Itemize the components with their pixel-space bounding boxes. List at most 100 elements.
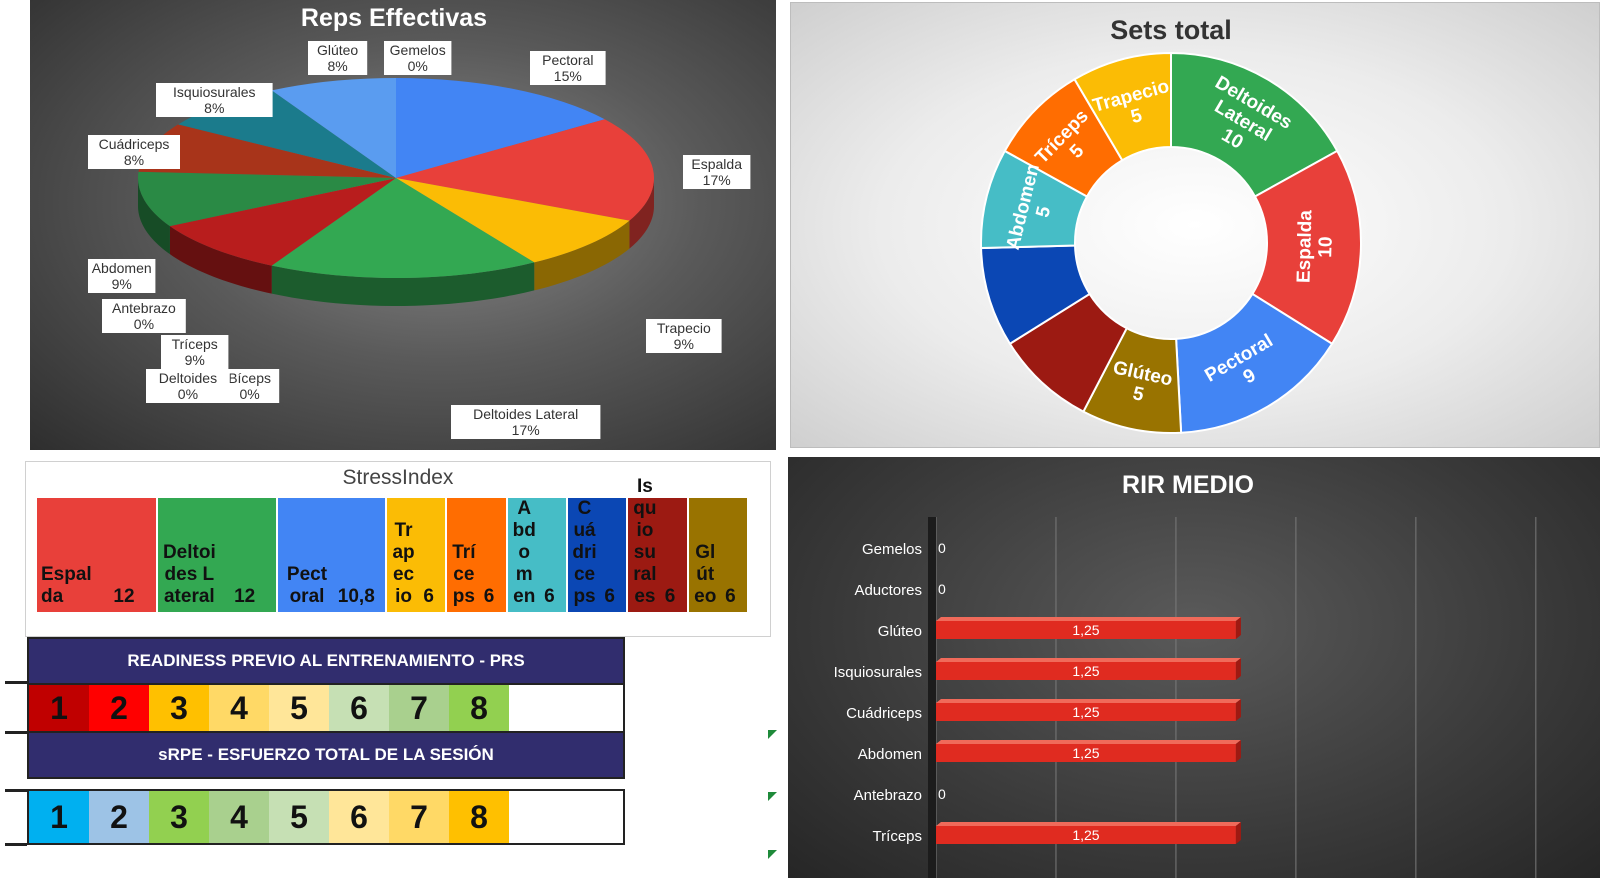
scale-cell[interactable]: 5 [269, 685, 329, 731]
treemap-cell-value: 6 [483, 586, 495, 607]
treemap-cell-label: Cuádriceps [572, 498, 597, 607]
scale-empty-cell [509, 791, 623, 843]
scale-cell[interactable]: 1 [29, 685, 89, 731]
scale-cell[interactable]: 7 [389, 685, 449, 731]
treemap-cell-value: 6 [544, 586, 555, 607]
treemap-cell[interactable]: Abdomen 6 [506, 497, 567, 613]
pie-slice[interactable] [138, 171, 396, 227]
category-label: Antebrazo [854, 787, 922, 804]
svg-text:0%: 0% [408, 58, 428, 74]
scale-cell[interactable]: 4 [209, 685, 269, 731]
bar[interactable] [936, 617, 1241, 639]
svg-text:8%: 8% [204, 100, 224, 116]
svg-text:Antebrazo: Antebrazo [112, 300, 176, 316]
svg-text:17%: 17% [703, 172, 731, 188]
stressindex-chart[interactable]: StressIndex Espalda 12 Deltoides Lateral 12… [25, 461, 771, 637]
scale-cell[interactable]: 5 [269, 791, 329, 843]
bar[interactable] [936, 740, 1241, 762]
donut-slice[interactable] [1170, 51, 1339, 198]
pie-slice[interactable] [396, 178, 630, 263]
svg-text:8%: 8% [124, 152, 144, 168]
svg-text:Tríceps: Tríceps [172, 336, 218, 352]
svg-text:9%: 9% [674, 336, 694, 352]
bar[interactable] [936, 699, 1241, 721]
treemap-cell-value: 12 [113, 586, 135, 607]
scale-cell[interactable]: 3 [149, 791, 209, 843]
pie-slice-side [629, 178, 654, 249]
category-label: Abdomen [858, 746, 922, 763]
treemap-cell[interactable]: Deltoides Lateral 12 [156, 497, 278, 613]
pie-slice[interactable] [396, 78, 605, 178]
treemap-cell[interactable]: Cuádriceps 6 [566, 497, 628, 613]
chart-title: RIR MEDIO [1122, 471, 1254, 499]
bar-value-label: 1,25 [1072, 745, 1099, 761]
scale-cell[interactable]: 2 [89, 685, 149, 731]
svg-text:0%: 0% [134, 316, 154, 332]
svg-text:Abdomen: Abdomen [92, 260, 152, 276]
bar-value-label: 1,25 [1072, 663, 1099, 679]
svg-text:Deltoides Lateral: Deltoides Lateral [473, 406, 578, 422]
bar-value-label: 0 [938, 786, 946, 802]
srpe-header: sRPE - ESFUERZO TOTAL DE LA SESIÓN [27, 731, 625, 779]
treemap-cell[interactable]: Trapecio 6 [385, 497, 447, 613]
bar[interactable] [936, 658, 1241, 680]
chart-title: Sets total [1110, 15, 1232, 45]
bar-value-label: 0 [938, 581, 946, 597]
rir-medio-chart[interactable]: RIR MEDIO Gemelos 0 Aductores 0 Glúteo 1,25 Is… [788, 457, 1600, 878]
bar-value-label: 1,25 [1072, 704, 1099, 720]
pie-slice[interactable] [138, 124, 396, 178]
svg-text:Pectoral: Pectoral [542, 52, 593, 68]
pie-slice[interactable] [169, 178, 396, 266]
svg-text:8%: 8% [327, 58, 347, 74]
scale-cell[interactable]: 2 [89, 791, 149, 843]
scale-cell[interactable]: 1 [29, 791, 89, 843]
scale-cell[interactable]: 6 [329, 791, 389, 843]
treemap-cell[interactable]: Glúteo 6 [687, 497, 748, 613]
svg-text:Gemelos: Gemelos [390, 42, 446, 58]
scale-cell[interactable]: 8 [449, 685, 509, 731]
axis-wall [928, 517, 936, 878]
treemap-cell-label: Espalda [41, 564, 92, 607]
category-label: Gemelos [862, 541, 922, 558]
scale-cell[interactable]: 7 [389, 791, 449, 843]
svg-text:Glúteo: Glúteo [317, 42, 358, 58]
row-divider [5, 789, 27, 792]
scale-cell[interactable]: 4 [209, 791, 269, 843]
bar[interactable] [936, 822, 1241, 844]
treemap-cell-label: Deltoides Lateral [162, 542, 216, 607]
treemap-cell-label: Abdomen [512, 498, 536, 607]
donut-slice[interactable] [1251, 149, 1362, 346]
pie-slice[interactable] [271, 178, 535, 278]
bar-value-label: 1,25 [1072, 622, 1099, 638]
category-label: Tríceps [873, 828, 922, 845]
treemap-cell[interactable]: Isquiosurales 6 [627, 476, 688, 613]
scale-cell[interactable]: 8 [449, 791, 509, 843]
treemap-cell-value: 10,8 [337, 586, 375, 607]
treemap-cell[interactable]: Pectoral 10,8 [277, 497, 386, 613]
sets-total-chart[interactable]: Sets total Deltoides Lateral 10 Espalda 10 Pe… [790, 2, 1600, 448]
category-label: Aductores [854, 582, 922, 599]
donut-slice[interactable] [1073, 51, 1172, 162]
treemap-cell[interactable]: Espalda 12 [36, 497, 157, 613]
reps-effectivas-chart[interactable]: Reps Effectivas Pectoral 15% Espalda 17% Tra… [30, 0, 776, 450]
svg-text:Cuádriceps: Cuádriceps [99, 136, 170, 152]
pie-slice[interactable] [271, 78, 396, 178]
treemap-cell[interactable]: Tríceps 6 [446, 497, 507, 613]
svg-text:17%: 17% [512, 422, 540, 438]
pie-slice[interactable] [396, 119, 654, 221]
row-divider [5, 843, 27, 846]
scale-cell[interactable]: 6 [329, 685, 389, 731]
scale-cell[interactable]: 3 [149, 685, 209, 731]
svg-text:Isquiosurales: Isquiosurales [173, 84, 256, 100]
bar-value-label: 0 [938, 540, 946, 556]
category-label: Cuádriceps [846, 705, 922, 722]
pie-slice-side [138, 178, 170, 255]
